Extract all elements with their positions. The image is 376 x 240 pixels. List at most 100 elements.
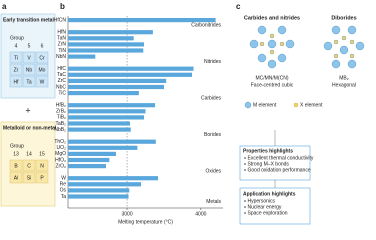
element-cell bbox=[22, 159, 36, 172]
bar bbox=[68, 188, 130, 193]
bullet bbox=[244, 200, 246, 202]
structure-formula: MB₂ bbox=[339, 75, 349, 81]
bar bbox=[68, 176, 159, 181]
bar bbox=[68, 121, 130, 126]
structure-lattice: Face-centred cubic bbox=[251, 82, 294, 88]
box-title: Application highlights bbox=[243, 191, 296, 197]
bar bbox=[68, 91, 139, 96]
bullet bbox=[244, 163, 246, 165]
structure-title: Carbides and nitrides bbox=[244, 15, 300, 21]
section-title: Metalloid or non-metal bbox=[3, 125, 57, 131]
group-label: Metals bbox=[206, 199, 221, 205]
bar bbox=[68, 139, 156, 144]
legend-label: M element bbox=[253, 102, 277, 108]
y-tick-label: TaN bbox=[57, 36, 66, 42]
bullet bbox=[244, 157, 246, 159]
element-cell bbox=[9, 51, 23, 64]
box-item: Excellent thermal conductivity bbox=[248, 155, 314, 161]
bullet bbox=[244, 212, 246, 214]
element-symbol: W bbox=[40, 79, 45, 85]
fcc-lattice bbox=[249, 25, 295, 69]
y-tick-label: HfCN bbox=[54, 17, 67, 23]
box-title: Properties highlights bbox=[243, 148, 293, 154]
y-tick-label: MgO bbox=[55, 151, 66, 157]
element-cell bbox=[22, 63, 36, 76]
box-item: Hypersonics bbox=[248, 198, 276, 204]
bar bbox=[68, 157, 110, 163]
bar bbox=[68, 78, 167, 83]
element-cell bbox=[9, 171, 23, 184]
y-tick-label: TiN bbox=[58, 48, 66, 54]
bar bbox=[68, 66, 194, 71]
group-label: Carbides bbox=[201, 95, 222, 101]
element-symbol: Zr bbox=[14, 67, 19, 73]
element-symbol: N bbox=[40, 163, 44, 169]
y-tick-label: NbN bbox=[56, 54, 66, 60]
y-tick-label: ThO₂ bbox=[54, 139, 66, 145]
element-cell bbox=[22, 51, 36, 64]
element-cell bbox=[35, 159, 49, 172]
group-label: Group bbox=[10, 143, 24, 149]
panel-label: a bbox=[2, 2, 7, 11]
element-symbol: Nb bbox=[26, 67, 33, 73]
group-label: Borides bbox=[204, 132, 221, 138]
group-label: Oxides bbox=[205, 168, 221, 174]
bar bbox=[68, 194, 129, 199]
bar bbox=[68, 30, 153, 35]
element-symbol: Al bbox=[14, 175, 18, 181]
element-cell bbox=[9, 159, 23, 172]
y-tick-label: UO₂ bbox=[57, 145, 67, 151]
hex-lattice bbox=[323, 25, 365, 69]
y-tick-label: ZrN bbox=[58, 42, 67, 48]
y-tick-label: TaB₂ bbox=[55, 121, 66, 127]
box-item: Strong M–X bonds bbox=[248, 161, 290, 167]
x-tick-label: 4000 bbox=[195, 211, 206, 217]
bar bbox=[68, 182, 142, 187]
element-cell bbox=[22, 171, 36, 184]
y-tick-label: W bbox=[61, 176, 66, 182]
y-tick-label: HfC bbox=[57, 66, 66, 72]
element-symbol: Mo bbox=[39, 67, 46, 73]
element-symbol: Ti bbox=[14, 55, 18, 61]
bar bbox=[68, 42, 145, 47]
element-symbol: Cr bbox=[39, 55, 45, 61]
group-number: 4 bbox=[15, 43, 18, 49]
bar bbox=[68, 18, 216, 23]
box-item: Good oxidation performance bbox=[248, 167, 311, 173]
y-tick-label: NbB₂ bbox=[54, 127, 66, 133]
y-tick-label: TiB₂ bbox=[57, 115, 66, 121]
group-number: 15 bbox=[39, 151, 45, 157]
applications-box bbox=[239, 187, 311, 225]
plus: + bbox=[25, 105, 30, 115]
element-symbol: B bbox=[14, 163, 18, 169]
bar bbox=[68, 48, 144, 53]
bar bbox=[68, 115, 145, 120]
group-label: Nitrides bbox=[204, 59, 221, 65]
y-tick-label: HfO₂ bbox=[55, 157, 66, 163]
element-cell bbox=[9, 75, 23, 88]
group-number: 13 bbox=[13, 151, 19, 157]
bullet bbox=[244, 206, 246, 208]
structure-lattice: Hexagonal bbox=[332, 82, 356, 88]
element-cell bbox=[35, 75, 49, 88]
group-number: 6 bbox=[41, 43, 44, 49]
bar bbox=[68, 84, 164, 90]
legend-label: X element bbox=[300, 102, 323, 108]
legend-swatch bbox=[244, 101, 252, 109]
group-label: Carbonitrides bbox=[191, 22, 221, 28]
y-tick-label: ZrB₂ bbox=[56, 109, 66, 115]
group-number: 14 bbox=[26, 151, 32, 157]
group-label: Group bbox=[10, 35, 24, 41]
bar bbox=[68, 36, 134, 41]
element-cell bbox=[35, 51, 49, 64]
x-axis-title: Melting temperature (°C) bbox=[118, 219, 173, 225]
y-tick-label: Re bbox=[60, 182, 67, 188]
structure-formula: MC/MN/M(CN) bbox=[255, 75, 288, 81]
y-tick-label: ZrC bbox=[58, 78, 67, 84]
element-cell bbox=[22, 75, 36, 88]
y-tick-label: Ta bbox=[61, 194, 67, 200]
y-tick-label: TiC bbox=[58, 90, 66, 96]
legend-swatch bbox=[293, 102, 299, 108]
bullet bbox=[244, 169, 246, 171]
